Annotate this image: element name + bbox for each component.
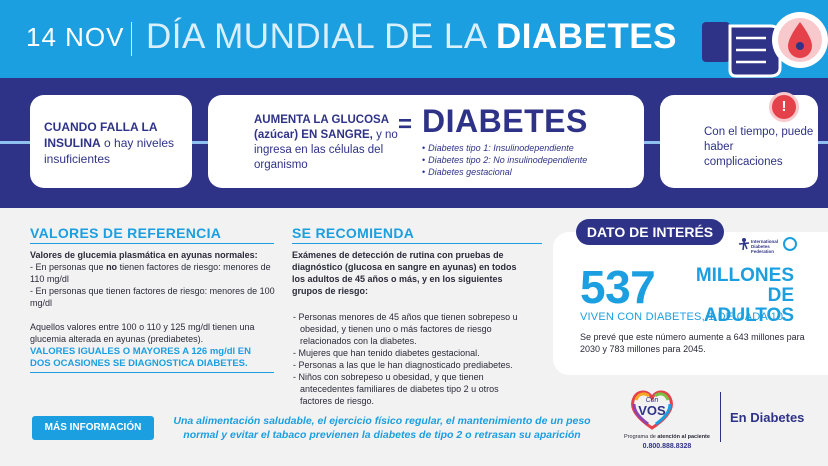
recomienda-intro: Exámenes de detección de rutina con prue…	[292, 250, 517, 296]
stat-unit: MILLONES DE ADULTOS	[682, 266, 794, 326]
valores-highlight: VALORES IGUALES O MAYORES A 126 mg/dl EN…	[30, 346, 252, 369]
insulin-card: CUANDO FALLA LA INSULINA o hay niveles i…	[30, 95, 192, 188]
recomienda-item: Niños con sobrepeso u obesidad, y que ti…	[292, 371, 530, 407]
glucose-bold-2: EN SANGRE,	[298, 129, 373, 141]
recomienda-item: Personas a las que le han diagnosticado …	[292, 359, 530, 371]
con-vos-logo: Con VOS Programa de atención al paciente…	[622, 388, 712, 458]
valores-item: En personas que tienen factores de riesg…	[30, 285, 278, 309]
footer-divider	[720, 392, 721, 442]
page-title: DÍA MUNDIAL DE LA DIABETES	[146, 17, 677, 57]
diabetes-type-item: Diabetes tipo 2: No insulinodependiente	[422, 154, 587, 166]
title-prefix: DÍA MUNDIAL DE LA	[146, 17, 497, 56]
more-info-button[interactable]: MÁS INFORMACIÓN	[32, 416, 154, 440]
idf-logo: International Diabetes Federation	[737, 237, 807, 254]
header-date: 14 NOV	[26, 22, 125, 52]
hand-glucose-meter-icon	[702, 12, 828, 78]
valores-item1-post: tienen factores de riesgo: menores de 11…	[30, 262, 271, 284]
diabetes-type-item: Diabetes gestacional	[422, 166, 587, 178]
dato-pill: DATO DE INTERÉS	[576, 219, 724, 245]
valores-paragraph: Aquellos valores entre 100 o 110 y 125 m…	[30, 322, 255, 344]
diabetes-heading: DIABETES	[422, 103, 588, 139]
logo-con: Con	[645, 397, 659, 404]
valores-rule	[30, 243, 274, 244]
insulin-card-rest: o hay niveles insuficientes	[44, 136, 175, 166]
recomienda-item: Mujeres que han tenido diabetes gestacio…	[292, 347, 530, 359]
glucose-card-lead: AUMENTA LA GLUCOSA (azúcar) EN SANGRE, y…	[254, 113, 404, 173]
diabetes-types-list: Diabetes tipo 1: Insulinodependiente Dia…	[422, 142, 587, 178]
complications-text: Con el tiempo, puede haber complicacione…	[704, 126, 814, 168]
recomienda-body: Exámenes de detección de rutina con prue…	[292, 249, 530, 407]
recomienda-list: Personas menores de 45 años que tienen s…	[292, 311, 530, 407]
glucose-rest: y no ingresa en las células del organism…	[254, 129, 398, 171]
stat-unit-line1: MILLONES	[695, 265, 794, 286]
header-divider	[131, 22, 132, 56]
header-banner: 14 NOV DÍA MUNDIAL DE LA DIABETES	[0, 0, 828, 78]
insulin-card-text: CUANDO FALLA LA INSULINA o hay niveles i…	[44, 119, 184, 167]
equals-sign: =	[398, 111, 413, 138]
valores-intro: Valores de glucemia plasmática en ayunas…	[30, 250, 258, 260]
valores-list: En personas que no tienen factores de ri…	[30, 261, 278, 309]
glucose-bold-1: AUMENTA LA GLUCOSA (azúcar)	[254, 114, 389, 141]
title-bold: DIABETES	[496, 17, 677, 56]
logo-vos: VOS	[638, 403, 666, 418]
dato-card	[553, 232, 828, 375]
alert-glyph: !	[781, 98, 787, 115]
valores-body: Valores de glucemia plasmática en ayunas…	[30, 249, 278, 345]
stat-projection: Se prevé que este número aumente a 643 m…	[580, 332, 805, 354]
phone-number[interactable]: 0.800.888.8328	[642, 443, 692, 450]
idf-circle-icon	[783, 237, 797, 251]
valores-item1-bold: no	[106, 262, 118, 272]
alert-icon: !	[769, 92, 799, 122]
valores-item1-pre: En personas que	[35, 262, 107, 272]
program-bold: atención al paciente	[657, 434, 710, 440]
recomienda-rule	[292, 243, 542, 244]
diabetes-type-item: Diabetes tipo 1: Insulinodependiente	[422, 142, 587, 154]
stat-caption: VIVEN CON DIABETES, 1 DE CADA 10.	[580, 311, 787, 323]
glucose-card: AUMENTA LA GLUCOSA (azúcar) EN SANGRE, y…	[208, 95, 644, 188]
program-pre: Programa de	[624, 434, 658, 440]
insulin-card-bold: CUANDO FALLA LA INSULINA	[44, 120, 158, 150]
program-text: Programa de atención al paciente	[618, 434, 716, 440]
valores-item: En personas que no tienen factores de ri…	[30, 261, 278, 285]
heart-logo-icon	[631, 390, 673, 430]
stat-number: 537	[580, 261, 656, 313]
valores-title: VALORES DE REFERENCIA	[30, 225, 222, 241]
recomienda-item: Personas menores de 45 años que tienen s…	[292, 311, 530, 347]
en-diabetes-label: En Diabetes	[730, 410, 805, 425]
stat-unit-line2: DE ADULTOS	[703, 285, 794, 326]
prevention-slogan: Una alimentación saludable, el ejercicio…	[173, 415, 591, 441]
valores-bottom-rule	[30, 372, 274, 373]
idf-figure-icon	[738, 238, 750, 251]
idf-text: International Diabetes Federation	[751, 239, 779, 254]
recomienda-title: SE RECOMIENDA	[292, 225, 415, 241]
